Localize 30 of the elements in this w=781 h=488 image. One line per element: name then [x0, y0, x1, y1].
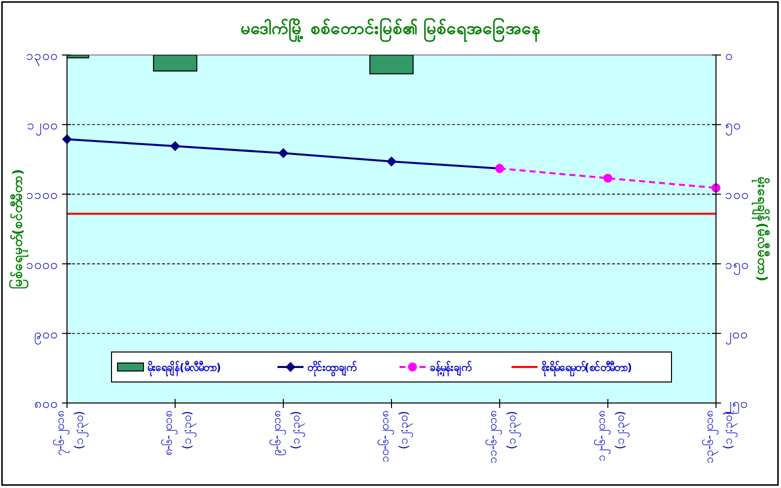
- y-axis-title: မြစ်ရေမှတ်(စင်တီမီတာ): [8, 169, 29, 289]
- y-tick-label: ၈၀၀: [34, 397, 58, 412]
- legend-label: စိုးရိမ်ရေမှတ်(စင်တီမီတာ): [542, 361, 632, 377]
- y-tick-label: ၁၂၀၀: [27, 118, 58, 136]
- legend-label: ခန့်မှန်းချက်: [430, 361, 472, 377]
- point: [386, 156, 396, 166]
- y-tick-label: ၁၃၀၀: [26, 49, 58, 66]
- y2-tick-label: ၂၅၀: [725, 397, 748, 414]
- y2-tick-label: ၀: [725, 49, 733, 64]
- legend-label: မိုးရေချိန်(မီလီမီတာ): [148, 361, 222, 377]
- x-tick-label: ၉-၆-၂၀၁၈ (၁၂:၃၀): [268, 411, 306, 456]
- y2-tick-label: ၁၀၀: [725, 188, 749, 204]
- y2-tick-label: ၁၅၀: [725, 258, 749, 275]
- legend-label: တိုင်းထွာချက်: [308, 361, 356, 377]
- x-tick-label: ၁၀-၆-၂၀၁၈ (၁၂:၃၀): [376, 411, 414, 463]
- x-tick-label: ၇-၆-၂၀၁၈ (၁၂:၃၀): [52, 411, 89, 456]
- point: [278, 148, 288, 158]
- x-tick-label: ၁၃-၆-၂၀၁၈ (၁၂:၃၀): [701, 411, 738, 464]
- x-tick-label: ၈-၆-၂၀၁၈ (၁၂:၃၀): [160, 411, 198, 456]
- y-tick-label: ၁၁၀၀: [26, 188, 58, 204]
- x-tick-label: ၁၁-၆-၂၀၁၈ (၁၂:၃၀): [484, 411, 522, 464]
- y2-axis-title: မိုးရေချိန်(မီလီမီတာ): [751, 176, 771, 282]
- chart-title: မဒေါက်မြို့ စစ်တောင်းမြစ်၏ မြစ်ရေအခြေအနေ: [240, 16, 540, 43]
- y-tick-label: ၁၀၀၀: [26, 258, 58, 273]
- point: [170, 141, 180, 152]
- x-tick-label: ၁၂-၆-၂၀၁၈ (၁၂:၃၀): [592, 411, 630, 462]
- y-tick-label: ၉၀၀: [34, 327, 58, 344]
- point: [603, 174, 612, 183]
- y2-tick-label: ၅၀: [725, 118, 741, 136]
- y2-tick-label: ၂၀၀: [725, 327, 748, 344]
